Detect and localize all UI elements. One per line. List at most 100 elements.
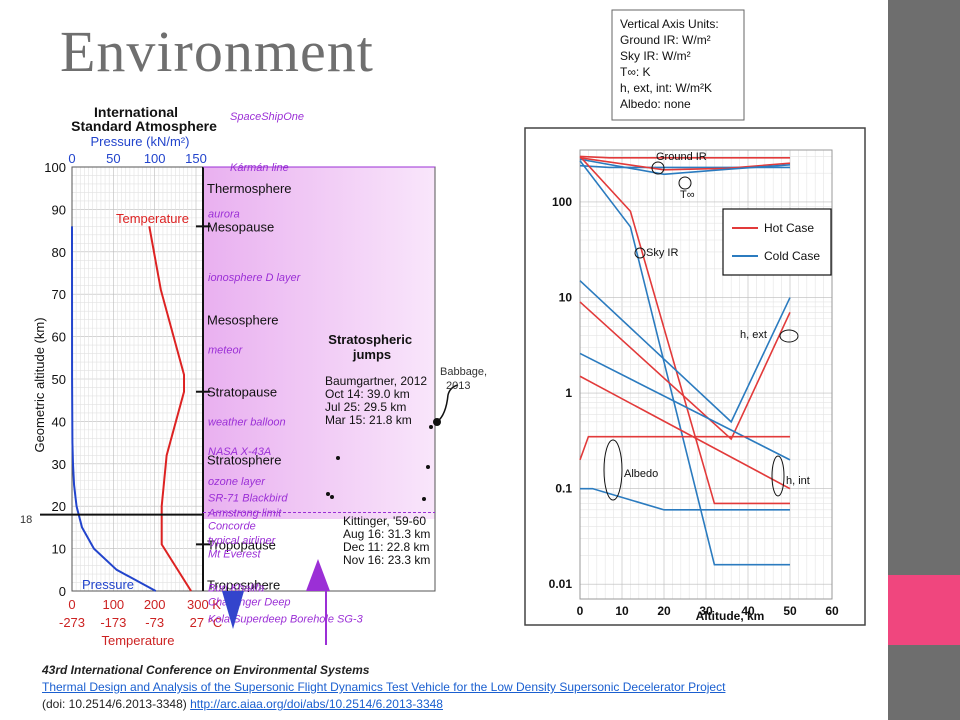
jump-point [429,425,433,429]
jumps-title-line2: jumps [352,347,391,362]
pressure-tick-label: 100 [144,151,166,166]
altitude-18-annotation: 18 [20,514,33,526]
layer-label: Thermosphere [207,181,292,196]
temperature-axis-title: Temperature [102,633,175,648]
pressure-axis-title: Pressure (kN/m²) [91,134,190,149]
units-line: h, ext, int: W/m²K [620,81,712,95]
thermal-series-line [579,435,790,461]
albedo-callout [603,439,623,501]
thermal-x-tick-label: 10 [615,604,629,618]
jumps-title: Stratospheric jumps [328,332,415,362]
altitude-marker-label: SR-71 Blackbird [208,493,288,505]
plot-area [579,149,833,600]
temperature-c-tick-label: -173 [100,615,126,630]
pressure-tick-label: 0 [68,151,75,166]
temperature-k-tick-label: 0 [68,597,75,612]
thermal-x-tick-label: 60 [825,604,839,618]
units-line: Sky IR: W/m² [620,49,691,63]
altitude-ticks: 0 10 20 30 40 50 60 70 80 90 100 [44,160,66,599]
h-int-label: h, int [786,475,810,487]
isa-title-line2: Standard Atmosphere [71,118,217,134]
doi-link[interactable]: http://arc.aiaa.org/doi/abs/10.2514/6.20… [190,697,443,711]
altitude-marker-label: aurora [208,209,240,221]
jump-entry: Oct 14: 39.0 km [325,387,410,401]
altitude-tick-label: 90 [52,202,66,217]
thermal-series-line [579,157,791,171]
jump-entry: Kittinger, '59-60 [343,514,426,528]
paper-link[interactable]: Thermal Design and Analysis of the Super… [42,680,726,694]
conference-name: 43rd International Conference on Environ… [42,663,370,677]
altitude-tick-label: 30 [52,457,66,472]
altitude-tick-label: 70 [52,287,66,302]
altitude-tick-label: 40 [52,414,66,429]
isa-grid [71,166,203,592]
temperature-k-tick-label: 300 K [187,597,221,612]
jump-point [326,492,330,496]
altitude-tick-label: 100 [44,160,66,175]
thermal-y-tick-label: 0.1 [555,482,572,496]
h-ext-callout [779,329,799,343]
h-ext-label: h, ext [740,329,767,341]
jump-point [330,495,334,499]
thermal-series-line [579,375,791,490]
thermal-series-line [579,155,790,159]
layer-label: Stratosphere [207,453,281,468]
thermal-series-line [579,301,791,441]
altitude-marker-label: weather balloon [208,416,286,428]
altitude-marker-label: Burj Khalifa [208,583,264,595]
altitude-axis-title: Geometric altitude (km) [32,317,47,452]
thermal-y-tick-label: 10 [559,291,573,305]
accent-block [888,575,960,645]
burj-khalifa-icon [306,559,330,591]
pressure-tick-label: 150 [185,151,207,166]
altitude-marker-label: ionosphere D layer [208,272,302,284]
thermal-series-line [579,160,790,566]
units-line: Vertical Axis Units: [620,17,719,31]
units-box [611,9,745,121]
thermal-series [579,155,791,566]
altitude-marker-label: NASA X-43A [208,446,271,458]
thermal-x-axis-title: Altitude, km [696,609,765,623]
legend-hot-label: Hot Case [764,221,814,235]
temperature-c-tick-label: -273 [59,615,85,630]
thermal-series-line [579,352,791,461]
ground-ir-callout [651,161,665,175]
jump-entry: Mar 15: 21.8 km [325,413,412,427]
footer: 43rd International Conference on Environ… [42,662,725,713]
jump-entry: Dec 11: 22.8 km [343,540,429,554]
babbage-year-annotation: 2013 [446,380,471,392]
thermal-chart: Vertical Axis Units: Ground IR: W/m² Sky I… [524,9,866,626]
thermal-series-line [580,487,790,511]
ocean-depth-icon [222,591,244,629]
pressure-ticks: 0 50 100 150 [68,151,206,166]
thermal-x-tick-label: 50 [783,604,797,618]
thermal-series-line [579,280,791,424]
units-box-lines: Vertical Axis Units: Ground IR: W/m² Sky I… [620,17,719,111]
altitude-tick-label: 60 [52,330,66,345]
altitude-marker-label: Kármán line [230,162,289,174]
units-line: Ground IR: W/m² [620,33,711,47]
altitude-marker-label: Challenger Deep [208,597,291,609]
altitude-marker-label: typical airliner [208,535,277,547]
legend-box [722,208,832,276]
pressure-tick-label: 50 [106,151,120,166]
jump-point [426,465,430,469]
altitude-tick-label: 80 [52,245,66,260]
jump-entry: Jul 25: 29.5 km [325,400,406,414]
temperature-c-tick-label: -73 [145,615,164,630]
layer-label: Stratopause [207,385,277,400]
altitude-marker-label: ozone layer [208,476,266,488]
temperature-k-tick-label: 200 [144,597,166,612]
altitude-marker-label: Kola Superdeep Borehole SG-3 [208,614,364,626]
chart-outer-frame [524,127,866,626]
thermal-series-line [579,158,791,176]
temperature-series-label: Temperature [116,211,189,226]
thermal-x-ticks: 0 10 20 30 40 50 60 [577,604,839,618]
isa-chart: International Standard Atmosphere Pressu… [32,104,459,648]
page-title: Environment [60,19,374,84]
sky-ir-label: Sky IR [646,247,678,259]
jump-point [336,456,340,460]
thermosphere-band [203,167,435,519]
thermal-x-tick-label: 40 [741,604,755,618]
legend-cold-label: Cold Case [764,249,820,263]
